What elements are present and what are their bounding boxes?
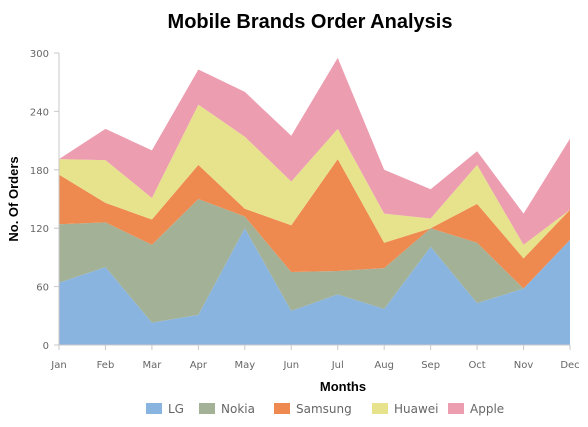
legend-swatch <box>199 403 215 414</box>
y-tick-label: 180 <box>30 166 49 177</box>
legend-label: Apple <box>470 402 504 416</box>
legend-label: Nokia <box>221 402 255 416</box>
x-tick-label: Sep <box>421 360 440 371</box>
legend-item-apple[interactable]: Apple <box>448 402 504 416</box>
y-tick-label: 240 <box>30 107 49 118</box>
x-tick-label: Jun <box>282 360 299 371</box>
area-apple <box>59 57 570 245</box>
y-tick-label: 60 <box>36 283 49 294</box>
y-tick-label: 120 <box>30 224 49 235</box>
legend: LG Nokia Samsung Huawei Apple <box>146 402 504 416</box>
legend-swatch <box>448 403 464 414</box>
legend-swatch <box>146 403 162 414</box>
legend-label: Huawei <box>394 402 439 416</box>
x-tick-label: Feb <box>97 360 115 371</box>
x-tick-label: Aug <box>374 360 394 371</box>
x-axis-title: Months <box>320 379 366 394</box>
y-tick-label: 300 <box>30 49 49 60</box>
x-tick-label: Apr <box>190 360 208 371</box>
area-huawei <box>59 104 570 259</box>
legend-item-lg[interactable]: LG <box>146 402 184 416</box>
legend-swatch <box>372 403 388 414</box>
legend-item-nokia[interactable]: Nokia <box>199 402 255 416</box>
legend-swatch <box>274 403 290 414</box>
x-tick-label: May <box>234 360 255 371</box>
chart-title: Mobile Brands Order Analysis <box>168 11 453 33</box>
legend-item-huawei[interactable]: Huawei <box>372 402 439 416</box>
x-tick-label: Dec <box>560 360 579 371</box>
x-tick-label: Jul <box>331 360 344 371</box>
legend-label: LG <box>168 402 184 416</box>
area-samsung <box>59 159 570 289</box>
x-tick-label: Jan <box>50 360 66 371</box>
legend-label: Samsung <box>296 402 352 416</box>
x-tick-label: Oct <box>468 360 485 371</box>
x-tick-label: Nov <box>514 360 534 371</box>
axis-layer: 0 60 120 180 240 300 Jan Feb Mar Apr May Jun Jul Aug S… <box>30 49 580 371</box>
area-lg <box>59 228 570 345</box>
x-tick-label: Mar <box>142 360 162 371</box>
y-tick-label: 0 <box>43 341 49 352</box>
y-axis-title: No. Of Orders <box>6 156 21 241</box>
area-nokia <box>59 199 570 323</box>
area-layer <box>59 57 570 345</box>
legend-item-samsung[interactable]: Samsung <box>274 402 352 416</box>
